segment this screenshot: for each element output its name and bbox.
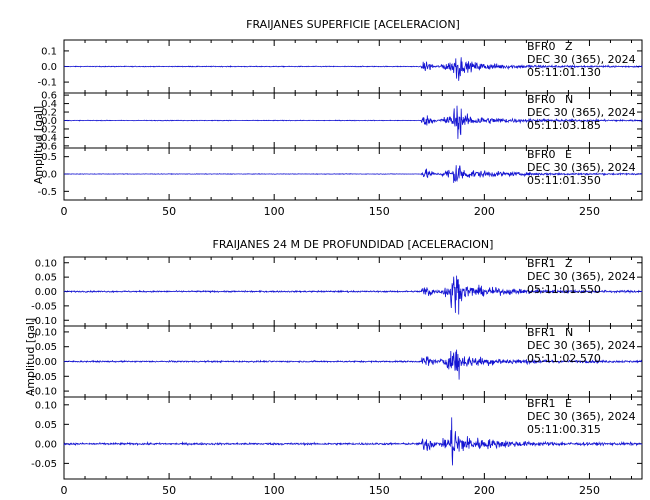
time-label: 05:11:00.315 [527,423,601,436]
x-tick-label: 50 [162,205,176,218]
component-label: N [565,326,573,339]
y-tick-label: 0.2 [41,108,57,119]
date-label: DEC 30 (365), 2024 [527,270,636,283]
x-tick-label: 250 [579,484,600,497]
y-tick-label: -0.05 [31,301,57,312]
component-label: Z [565,40,573,53]
x-tick-label: 50 [162,484,176,497]
waveform-trace [63,57,643,81]
component-label: Z [565,257,573,270]
component-label: E [565,397,572,410]
chart-title: FRAIJANES 24 M DE PROFUNDIDAD [ACELERACI… [213,238,494,251]
y-tick-label: 0.0 [41,62,57,73]
waveform-trace [63,349,643,380]
date-label: DEC 30 (365), 2024 [527,161,636,174]
y-tick-label: 0.05 [35,273,57,284]
time-label: 05:11:03.185 [527,119,601,132]
x-tick-label: 200 [474,484,495,497]
time-label: 05:11:02.570 [527,352,601,365]
x-tick-label: 200 [474,205,495,218]
y-tick-label: 0.05 [35,420,57,431]
station-label: BFR0 [527,40,556,53]
x-tick-label: 150 [369,205,390,218]
time-label: 05:11:01.350 [527,174,601,187]
y-tick-label: -0.5 [37,187,57,198]
chart-title: FRAIJANES SUPERFICIE [ACELERACION] [246,18,460,31]
y-axis-label: Amplitud [gal] [24,318,37,396]
y-tick-label: 0.4 [41,99,57,110]
component-label: N [565,93,573,106]
y-tick-label: -0.2 [37,124,57,135]
x-tick-label: 0 [61,205,68,218]
date-label: DEC 30 (365), 2024 [527,53,636,66]
time-label: 05:11:01.550 [527,283,601,296]
time-label: 05:11:01.130 [527,66,601,79]
y-tick-label: 0.5 [41,152,57,163]
date-label: DEC 30 (365), 2024 [527,410,636,423]
y-tick-label: 0.05 [35,342,57,353]
waveform-trace [63,417,643,466]
y-tick-label: 0.6 [41,91,57,102]
station-label: BFR1 [527,397,556,410]
y-tick-label: -0.6 [37,141,57,152]
y-tick-label: -0.10 [31,387,57,398]
panel-frame [63,396,643,480]
y-tick-label: -0.10 [31,316,57,327]
waveform-trace [63,105,643,139]
y-tick-label: 0.00 [35,287,57,298]
y-tick-label: 0.0 [41,170,57,181]
date-label: DEC 30 (365), 2024 [527,106,636,119]
component-label: E [565,148,572,161]
y-tick-label: 0.00 [35,357,57,368]
waveform-trace [63,275,643,315]
y-tick-label: 0.0 [41,116,57,127]
y-tick-label: -0.05 [31,459,57,470]
station-label: BFR1 [527,257,556,270]
y-tick-label: 0.10 [35,258,57,269]
y-axis-label: Amplitud [gal] [32,106,45,184]
y-tick-label: -0.05 [31,372,57,383]
x-tick-label: 0 [61,484,68,497]
x-tick-label: 150 [369,484,390,497]
x-tick-label: 100 [264,484,285,497]
y-tick-label: -0.4 [37,133,57,144]
x-tick-label: 250 [579,205,600,218]
y-tick-label: 0.10 [35,327,57,338]
y-tick-label: 0.00 [35,439,57,450]
station-label: BFR0 [527,148,556,161]
y-tick-label: -0.1 [37,78,57,89]
date-label: DEC 30 (365), 2024 [527,339,636,352]
station-label: BFR1 [527,326,556,339]
station-label: BFR0 [527,93,556,106]
y-tick-label: 0.1 [41,46,57,57]
waveform-trace [63,165,643,183]
y-tick-label: 0.10 [35,400,57,411]
x-tick-label: 100 [264,205,285,218]
